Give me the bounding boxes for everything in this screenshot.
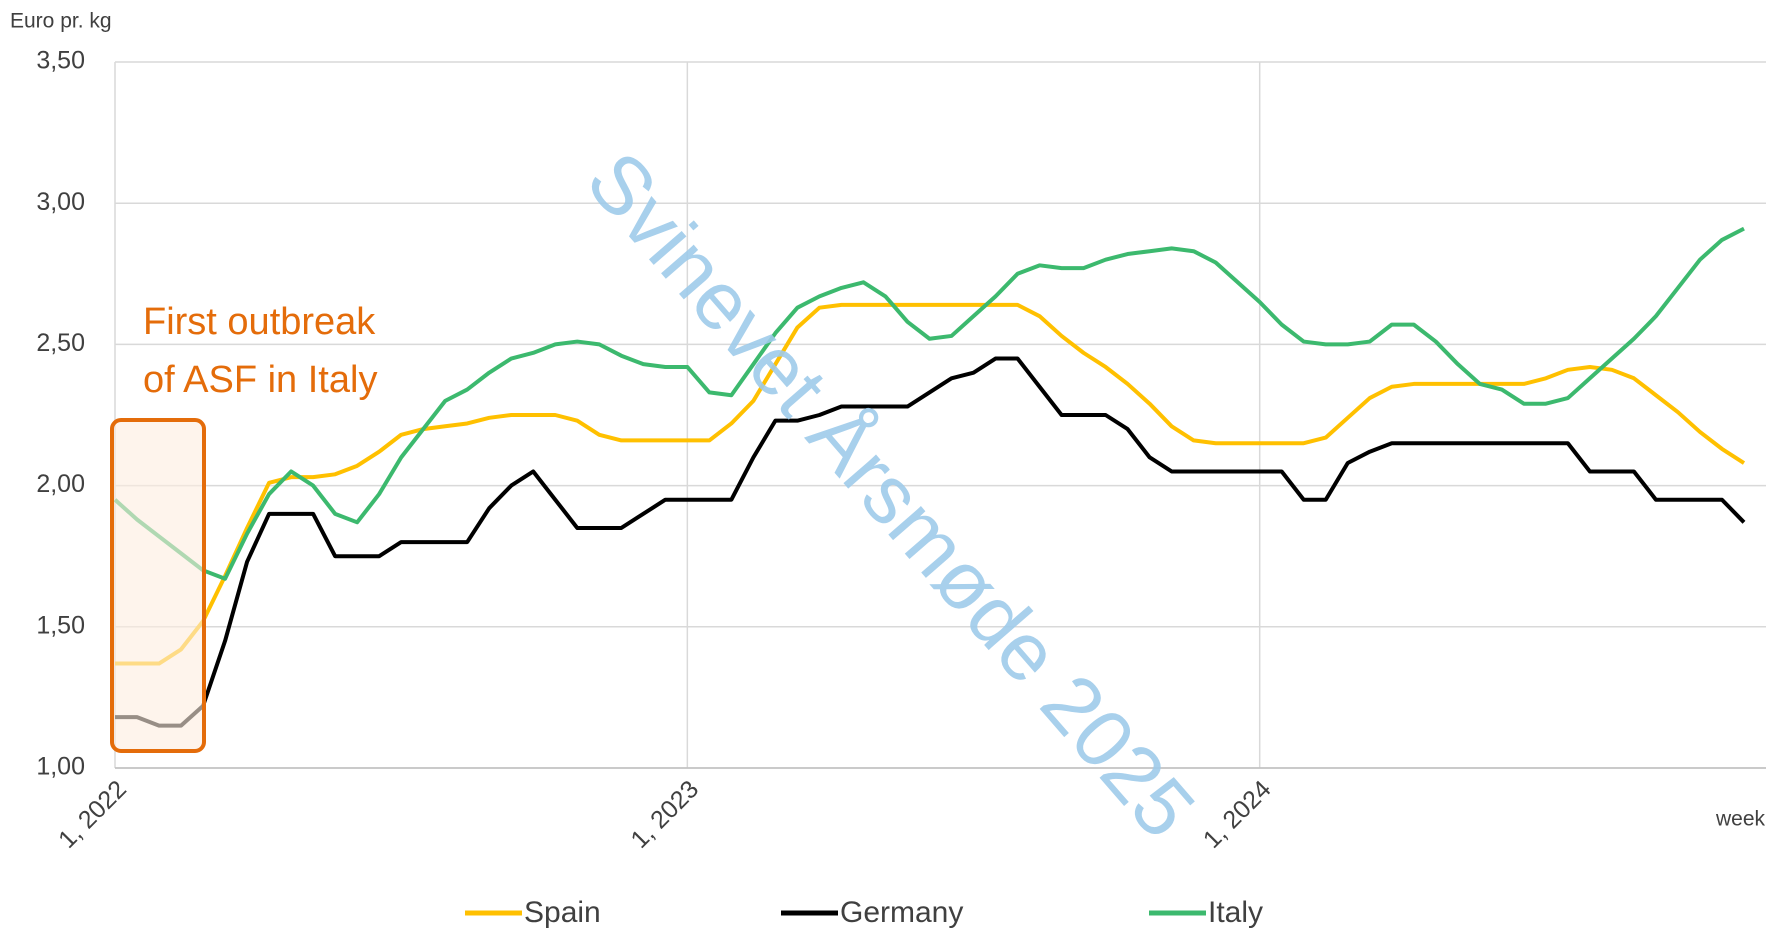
legend-label: Germany [840,896,963,929]
annotation-line: of ASF in Italy [143,359,377,401]
series-line [113,226,1745,581]
x-axis-label: week [1715,808,1766,831]
watermark: Svinevet Årsmøde 2025 [569,135,1212,855]
y-tick-label: 3,00 [36,188,85,216]
x-tick-label: 1, 2022 [53,775,132,854]
y-tick-label: 1,50 [36,611,85,639]
series-line [115,356,1746,728]
annotation-box [110,418,206,753]
y-tick-label: 3,50 [36,47,85,75]
y-tick-label: 2,00 [36,470,85,498]
annotation: First outbreak of ASF in Italy [143,301,377,401]
x-tick-label: 1, 2024 [1198,775,1277,854]
series-line [115,302,1746,666]
x-tick-label: 1, 2023 [625,775,704,854]
legend-label: Spain [524,896,601,929]
y-tick-label: 2,50 [36,329,85,357]
y-axis-label: Euro pr. kg [10,10,112,33]
legend-label: Italy [1208,896,1263,929]
y-tick-label: 1,00 [36,753,85,781]
annotation-line: First outbreak [143,301,376,343]
